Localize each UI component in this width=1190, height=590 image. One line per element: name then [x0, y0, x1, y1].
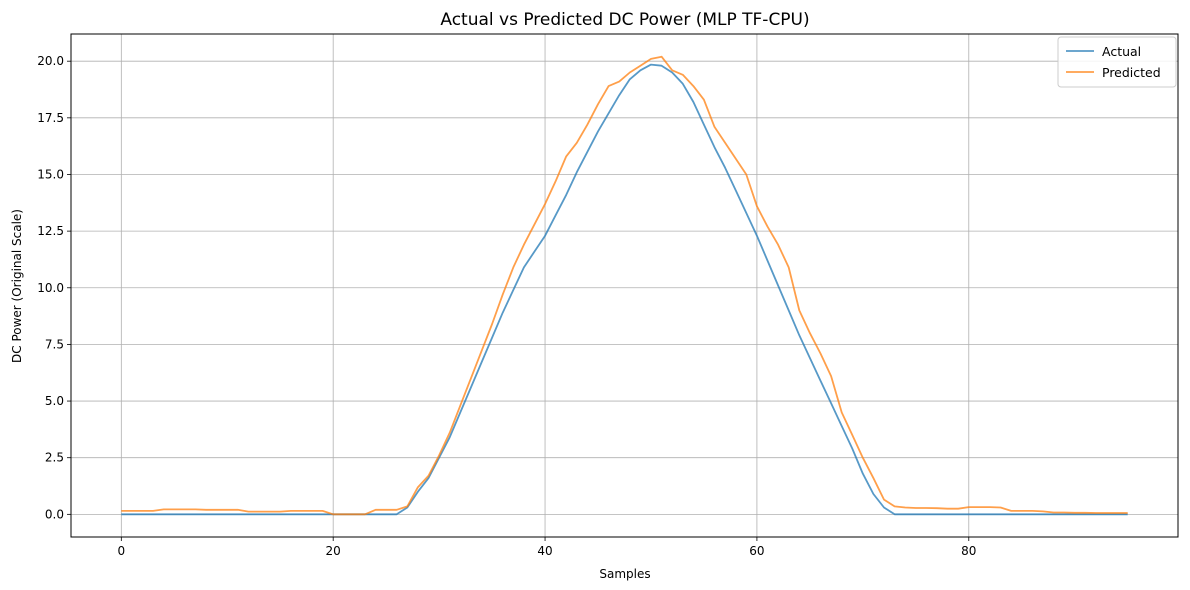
x-tick-label: 0 [117, 544, 125, 558]
x-axis-label: Samples [599, 567, 650, 581]
plot-frame [70, 33, 1179, 538]
legend-label-actual: Actual [1102, 44, 1141, 59]
y-tick-label: 20.0 [37, 54, 64, 68]
legend-box [1057, 36, 1177, 88]
y-tick-label: 12.5 [37, 224, 64, 238]
series-line-predicted [121, 55, 1128, 516]
chart-title: Actual vs Predicted DC Power (MLP TF-CPU… [440, 10, 809, 30]
y-tick-label: 10.0 [37, 281, 64, 295]
series-line-actual [121, 63, 1128, 516]
y-tick-label: 0.0 [45, 507, 64, 521]
y-tick-label: 15.0 [37, 167, 64, 181]
x-axis-ticks: 0 20 40 60 80 [117, 537, 976, 558]
y-tick-label: 2.5 [45, 451, 64, 465]
series-lines [121, 55, 1128, 516]
y-tick-label: 7.5 [45, 337, 64, 351]
y-tick-label: 5.0 [45, 394, 64, 408]
y-axis-label: DC Power (Original Scale) [10, 209, 24, 363]
legend-label-predicted: Predicted [1102, 65, 1161, 80]
x-tick-label: 80 [961, 544, 976, 558]
x-tick-label: 20 [326, 544, 341, 558]
legend: Actual Predicted [1057, 36, 1177, 88]
y-axis-ticks: 0.0 2.5 5.0 7.5 10.0 12.5 15.0 17.5 20.0 [37, 54, 71, 521]
x-tick-label: 40 [537, 544, 552, 558]
x-tick-label: 60 [749, 544, 764, 558]
y-tick-label: 17.5 [37, 111, 64, 125]
